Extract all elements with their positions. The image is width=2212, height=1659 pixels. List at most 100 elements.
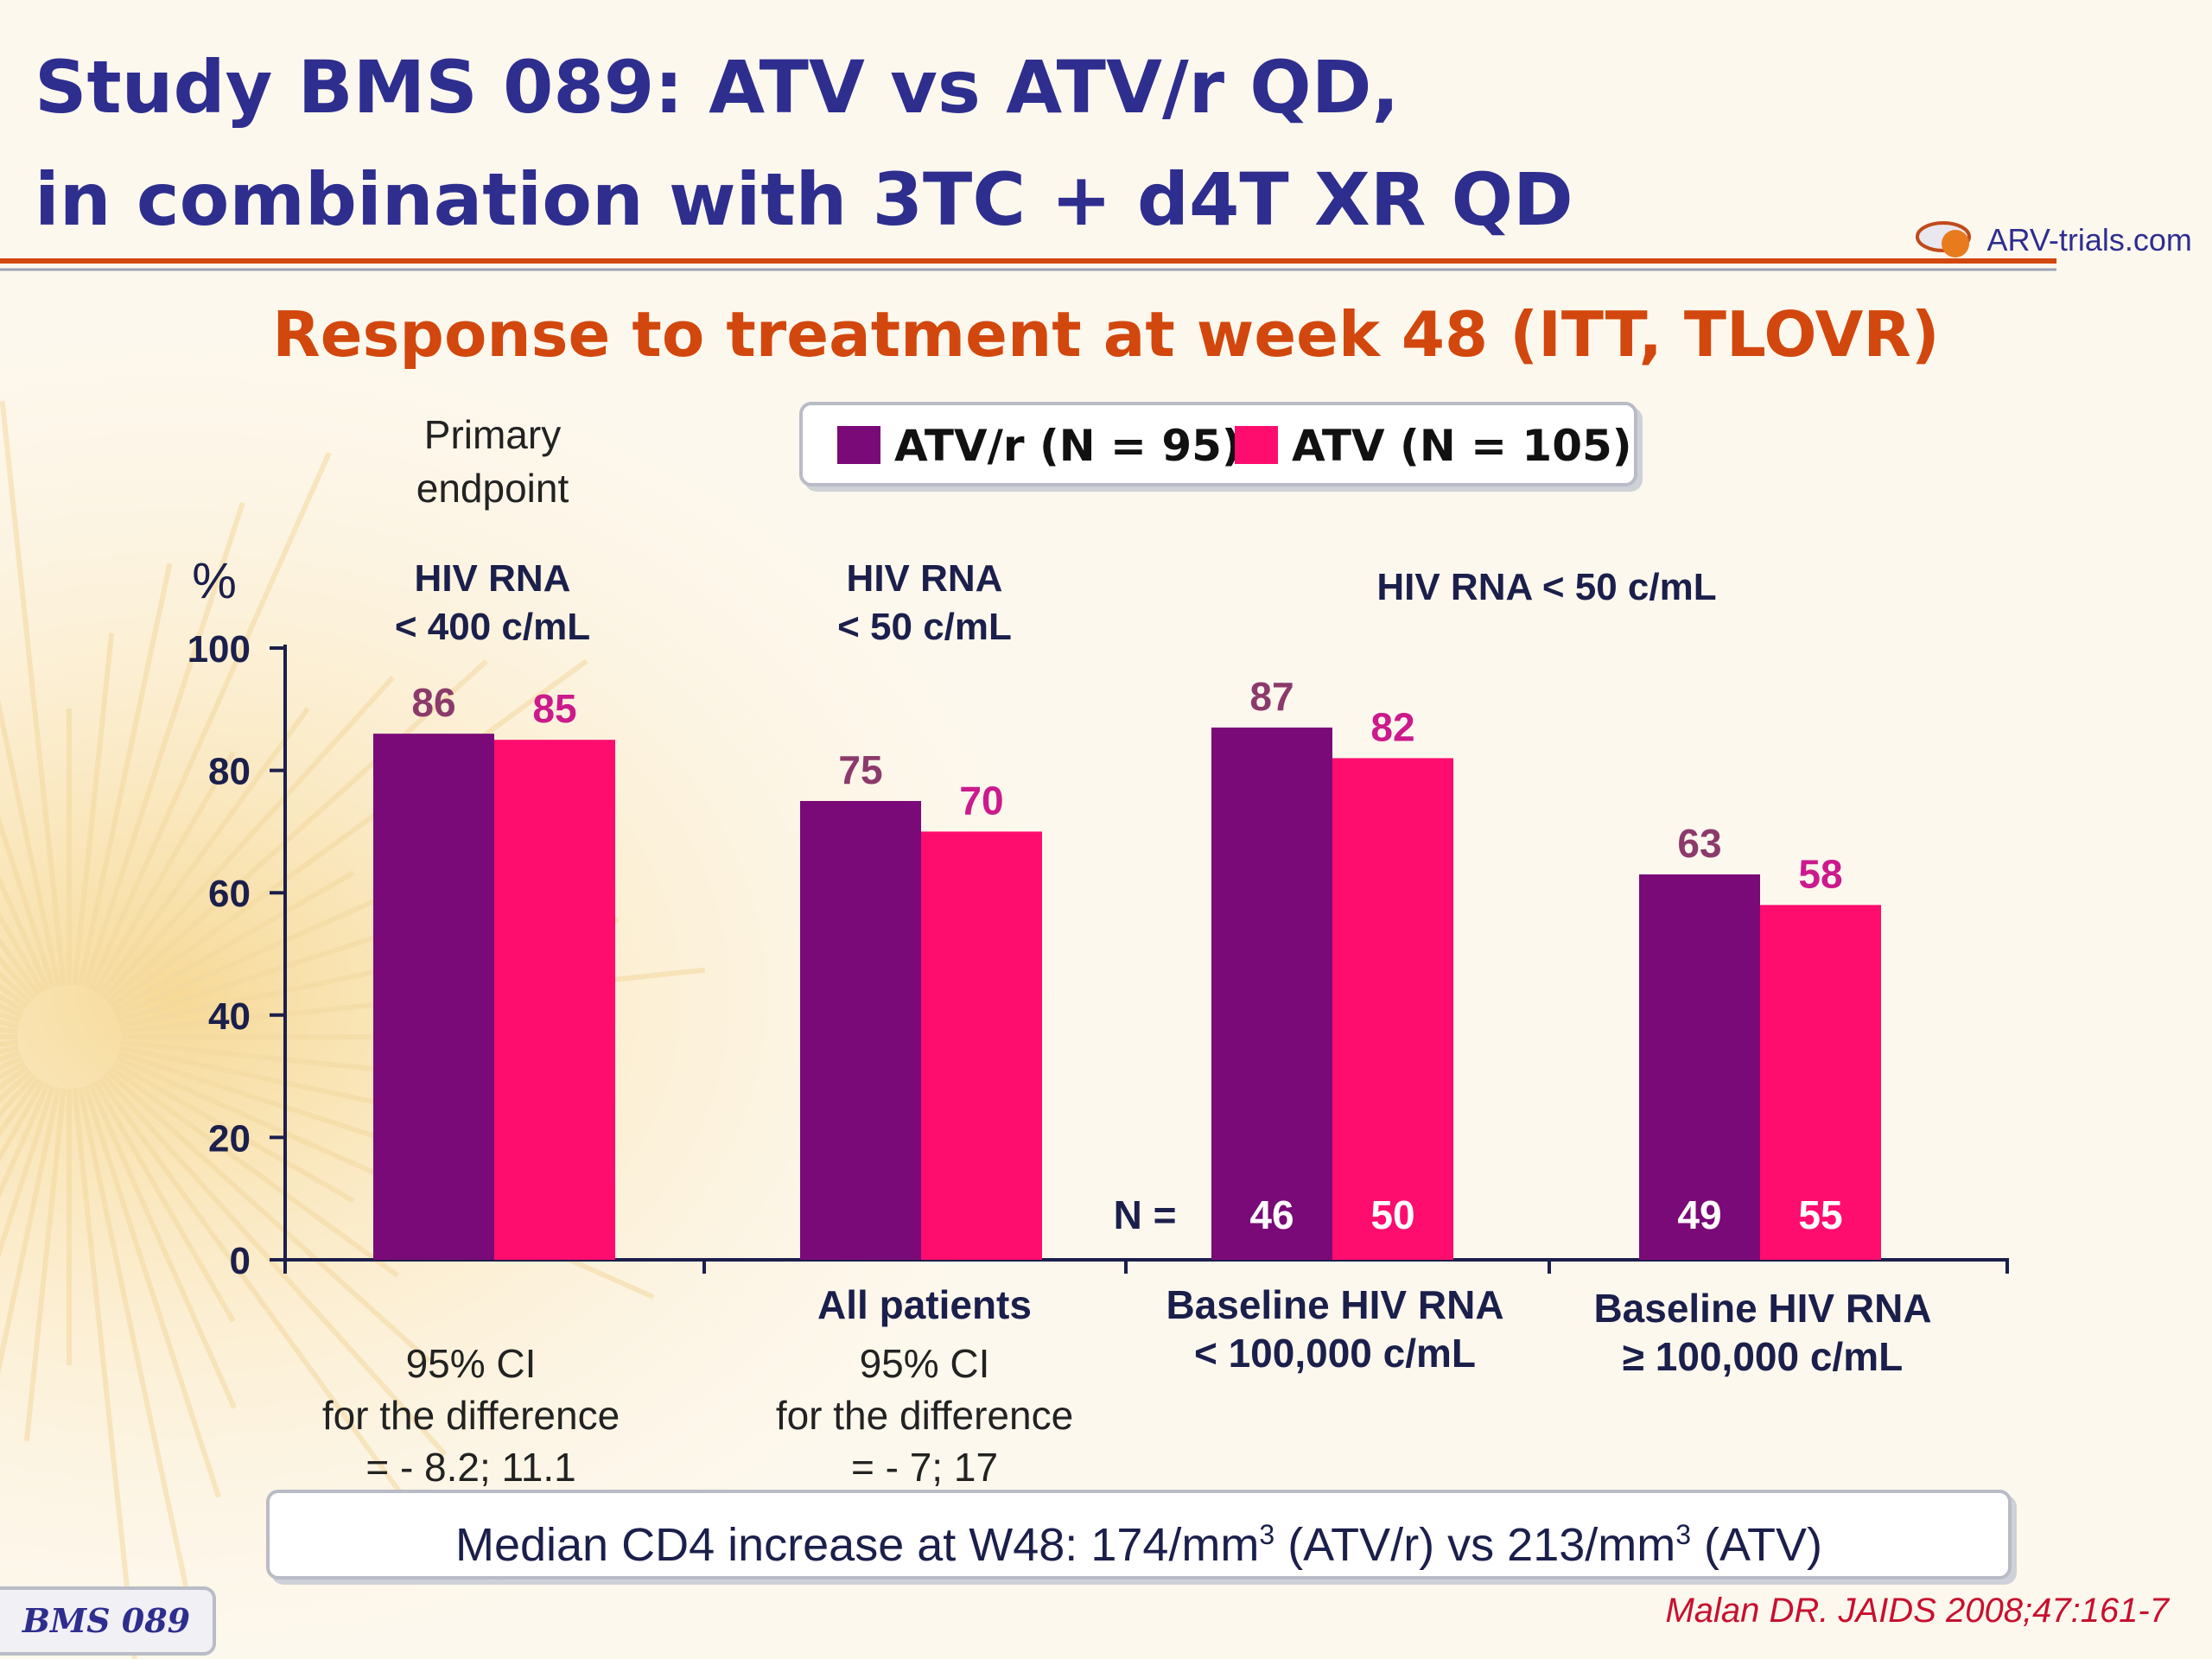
category-label-baseline-low-line2: < 100,000 c/mL bbox=[1193, 1331, 1477, 1376]
bar-value-label: 58 bbox=[1798, 851, 1842, 896]
background-ray bbox=[105, 658, 489, 1005]
background-ray bbox=[0, 1080, 46, 1162]
category-label-baseline-high-line1: Baseline HIV RNA bbox=[1593, 1286, 1932, 1331]
bar-value-label: 82 bbox=[1370, 704, 1414, 749]
bar-n-label: 46 bbox=[1249, 1192, 1294, 1237]
bar-atvr bbox=[1639, 874, 1760, 1260]
ci-note-1-line2: for the difference bbox=[321, 1393, 620, 1438]
background-ray bbox=[109, 658, 588, 1009]
legend-swatch-atvr bbox=[837, 426, 880, 464]
cd4-note-box: Median CD4 increase at W48: 174/mm3 (ATV… bbox=[266, 1490, 2012, 1580]
ci-note-1-line1: 95% CI bbox=[405, 1341, 537, 1386]
legend-item-atv: ATV (N = 105) bbox=[1235, 421, 1632, 471]
group-header-1: HIV RNA < 400 c/mL bbox=[354, 555, 631, 652]
bar-atvr bbox=[800, 801, 921, 1260]
group-header-3-line1: HIV RNA < 50 c/mL bbox=[1376, 566, 1717, 608]
background-ray bbox=[101, 1073, 448, 1457]
background-ray bbox=[0, 1087, 61, 1375]
background-ray bbox=[72, 632, 115, 986]
y-tick-label: 60 bbox=[208, 873, 251, 915]
cd4-note-suffix: (ATV) bbox=[1691, 1519, 1823, 1571]
category-label-baseline-low-line1: Baseline HIV RNA bbox=[1166, 1282, 1504, 1327]
bar-n-label: 55 bbox=[1798, 1192, 1842, 1237]
legend: ATV/r (N = 95) ATV (N = 105) bbox=[799, 402, 1637, 486]
background-ray bbox=[92, 751, 236, 994]
bar-value-label: 63 bbox=[1677, 821, 1721, 866]
background-ray bbox=[87, 1083, 237, 1409]
background-ray bbox=[0, 816, 56, 988]
ci-note-2-line3: = - 7; 17 bbox=[850, 1445, 999, 1490]
bar-value-label: 87 bbox=[1249, 674, 1294, 719]
background-ray bbox=[112, 1060, 355, 1204]
background-ray bbox=[0, 1083, 51, 1199]
legend-label-atvr: ATV/r (N = 95) bbox=[894, 421, 1242, 471]
slide-title-line1: Study BMS 089: ATV vs ATV/r QD, bbox=[35, 45, 1400, 130]
category-label-baseline-low: Baseline HIV RNA < 100,000 c/mL bbox=[1123, 1281, 1547, 1377]
legend-swatch-atv bbox=[1235, 426, 1278, 464]
category-label-all-patients: All patients bbox=[769, 1281, 1080, 1329]
cd4-note-sup1: 3 bbox=[1259, 1519, 1275, 1550]
y-axis-label: % bbox=[192, 553, 237, 609]
background-ray bbox=[0, 400, 67, 986]
background-ray bbox=[105, 1069, 431, 1363]
background-ray bbox=[0, 1077, 41, 1137]
chart-title: Response to treatment at week 48 (ITT, T… bbox=[272, 298, 1940, 371]
y-tick-label: 0 bbox=[230, 1240, 251, 1282]
background-ray bbox=[97, 1077, 448, 1556]
logo-text: ARV-trials.com bbox=[1986, 222, 2192, 257]
n-equals-label: N = bbox=[1114, 1192, 1177, 1237]
y-tick-label: 100 bbox=[188, 628, 251, 671]
ci-note-1: 95% CI for the difference = - 8.2; 11.1 bbox=[289, 1338, 652, 1493]
group-header-2: HIV RNA < 50 c/mL bbox=[786, 555, 1063, 652]
cd4-note-middle: (ATV/r) vs 213/mm bbox=[1274, 1519, 1676, 1571]
cd4-note-sup2: 3 bbox=[1675, 1519, 1692, 1550]
cd4-note-prefix: Median CD4 increase at W48: 174/mm bbox=[454, 1519, 1260, 1571]
primary-endpoint-label: Primary endpoint bbox=[416, 412, 569, 511]
bar-value-label: 86 bbox=[411, 680, 455, 725]
bar-value-label: 85 bbox=[532, 686, 576, 731]
group-header-1-line1: HIV RNA bbox=[414, 557, 571, 600]
slide-title-line2: in combination with 3TC + d4T XR QD bbox=[35, 157, 1573, 242]
category-label-baseline-high: Baseline HIV RNA ≥ 100,000 c/mL bbox=[1547, 1284, 1979, 1381]
background-ray bbox=[0, 874, 51, 991]
ci-note-2: 95% CI for the difference = - 7; 17 bbox=[743, 1338, 1106, 1493]
bar-atv bbox=[921, 831, 1042, 1260]
background-ray bbox=[0, 1085, 56, 1258]
background-ray bbox=[92, 1080, 236, 1323]
background-ray bbox=[0, 699, 61, 987]
background-ray bbox=[109, 1065, 400, 1278]
group-header-3: HIV RNA < 50 c/mL bbox=[1253, 563, 1840, 612]
group-header-2-line2: < 50 c/mL bbox=[837, 606, 1012, 648]
background-ray bbox=[82, 501, 245, 988]
background-ray bbox=[77, 563, 173, 987]
background-ray bbox=[87, 451, 332, 991]
bar-n-label: 49 bbox=[1677, 1192, 1721, 1237]
bar-atvr bbox=[373, 734, 494, 1260]
background-ray bbox=[82, 1085, 221, 1498]
bar-atv bbox=[494, 740, 615, 1260]
background-ray bbox=[23, 1088, 67, 1441]
y-tick-label: 40 bbox=[208, 995, 251, 1038]
bar-n-label: 50 bbox=[1370, 1192, 1414, 1237]
study-badge: BMS 089 bbox=[0, 1586, 216, 1656]
background-ray bbox=[101, 675, 395, 1001]
legend-item-atvr: ATV/r (N = 95) bbox=[837, 421, 1242, 471]
group-header-2-line1: HIV RNA bbox=[846, 557, 1003, 600]
background-ray bbox=[112, 870, 355, 1014]
bar-value-label: 70 bbox=[959, 778, 1003, 823]
group-header-1-line2: < 400 c/mL bbox=[394, 606, 591, 648]
category-label-baseline-high-line2: ≥ 100,000 c/mL bbox=[1622, 1334, 1904, 1379]
logo-pill-icon bbox=[1916, 221, 1971, 257]
category-label-all-patients-line1: All patients bbox=[817, 1282, 1032, 1327]
bar-atv bbox=[1760, 905, 1881, 1260]
bar-atvr bbox=[1211, 728, 1332, 1260]
bar-atv bbox=[1332, 758, 1453, 1260]
y-tick-label: 20 bbox=[208, 1117, 251, 1160]
background-ray bbox=[72, 1088, 137, 1659]
background-ray bbox=[97, 706, 310, 997]
y-tick-label: 80 bbox=[208, 751, 251, 793]
arv-trials-logo: ARV-trials.com bbox=[1914, 214, 2192, 266]
background-ray bbox=[77, 1087, 189, 1587]
